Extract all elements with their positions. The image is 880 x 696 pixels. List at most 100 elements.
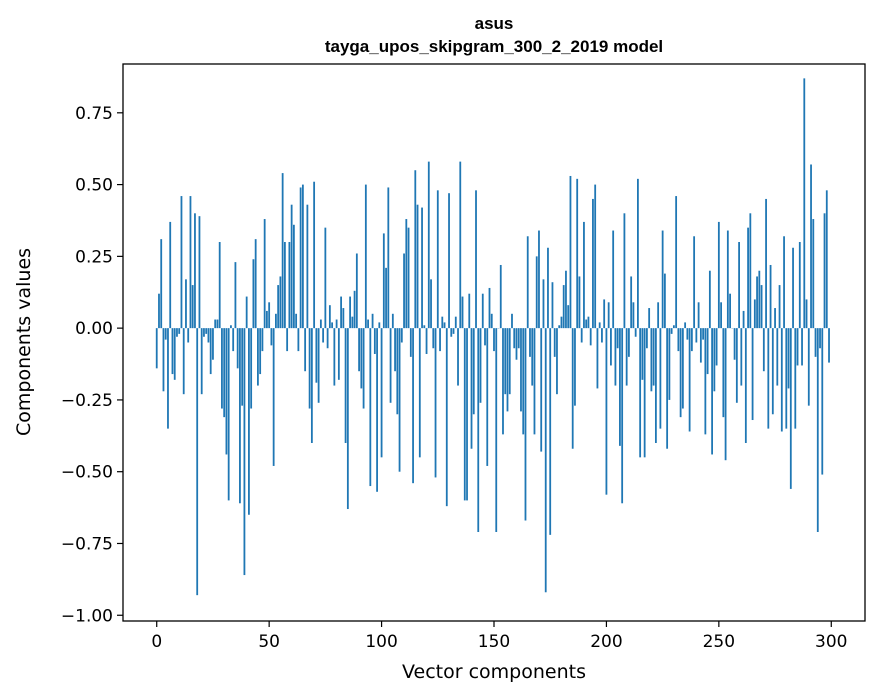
bar xyxy=(592,198,594,329)
bar xyxy=(796,328,799,366)
bar xyxy=(283,242,286,329)
bar xyxy=(504,328,507,395)
y-tick-label: 0.75 xyxy=(75,104,113,124)
bar xyxy=(297,328,300,352)
bar xyxy=(182,328,185,395)
bar xyxy=(724,328,727,461)
y-tick-label: 0.25 xyxy=(75,247,113,267)
x-tick-label: 200 xyxy=(590,632,622,652)
bar xyxy=(196,328,199,596)
bar xyxy=(167,328,169,429)
bar xyxy=(794,328,797,429)
bar xyxy=(668,328,671,400)
bar xyxy=(353,290,356,329)
bar xyxy=(650,328,653,392)
bar xyxy=(394,328,396,372)
bar xyxy=(409,328,412,357)
bar xyxy=(556,328,558,395)
bar xyxy=(301,184,304,329)
bar xyxy=(470,328,473,449)
bar xyxy=(580,328,583,343)
bar xyxy=(259,328,262,375)
bar xyxy=(562,285,565,329)
bar xyxy=(684,322,687,329)
bar xyxy=(708,270,711,329)
x-tick-label: 50 xyxy=(258,632,280,652)
bar xyxy=(805,299,808,329)
bar xyxy=(243,328,246,576)
bar xyxy=(753,299,756,329)
bar xyxy=(398,328,401,472)
bar xyxy=(672,325,675,329)
bar xyxy=(506,328,509,412)
bar xyxy=(205,328,208,334)
bar xyxy=(169,221,172,329)
bar xyxy=(610,328,612,366)
bar xyxy=(439,328,441,352)
bar xyxy=(571,328,574,449)
bar xyxy=(155,328,158,369)
bar xyxy=(578,276,581,329)
x-tick-label: 0 xyxy=(151,632,162,652)
bar xyxy=(319,319,322,329)
bar xyxy=(774,308,776,329)
bar xyxy=(812,219,815,329)
bar xyxy=(373,328,376,354)
bar xyxy=(187,328,190,343)
y-axis-ticks: 0.75 0.50 0.25 0.00 −0.25 −0.50 −0.75 −1.00 xyxy=(61,104,123,626)
bar xyxy=(378,322,381,329)
bar xyxy=(241,328,244,406)
x-axis-label: Vector components xyxy=(402,661,586,683)
bar xyxy=(814,328,817,357)
bar xyxy=(407,227,410,329)
bar xyxy=(252,259,255,329)
bar xyxy=(257,328,259,386)
bar xyxy=(344,328,347,443)
bar xyxy=(221,328,223,409)
bar xyxy=(576,178,579,329)
bar xyxy=(299,187,302,329)
bar xyxy=(601,328,603,343)
bar xyxy=(515,328,518,360)
bar xyxy=(742,310,745,329)
bar xyxy=(209,328,212,375)
bar xyxy=(574,328,576,406)
y-tick-label: 0.00 xyxy=(75,319,113,339)
bar xyxy=(434,328,437,478)
bar xyxy=(326,328,329,349)
bar xyxy=(738,242,740,329)
bar xyxy=(198,216,201,329)
bar xyxy=(585,319,588,329)
bar xyxy=(533,328,536,435)
bar xyxy=(261,328,264,352)
bar xyxy=(277,285,280,329)
bar xyxy=(756,276,758,329)
bar xyxy=(704,328,707,435)
bar xyxy=(389,328,392,403)
bar xyxy=(807,328,810,406)
bar xyxy=(549,328,552,535)
bar xyxy=(547,247,549,329)
bar xyxy=(445,328,448,507)
bar xyxy=(702,328,705,340)
x-tick-label: 250 xyxy=(703,632,735,652)
bar xyxy=(751,328,754,421)
bar xyxy=(207,328,210,343)
bar xyxy=(603,299,606,329)
bar xyxy=(317,328,320,403)
bar xyxy=(194,213,196,329)
bar xyxy=(740,328,743,386)
bar xyxy=(583,221,585,329)
bar xyxy=(268,302,271,329)
bar xyxy=(607,302,610,329)
bar xyxy=(652,328,655,386)
bar xyxy=(232,328,235,352)
bar xyxy=(176,328,178,337)
bar xyxy=(158,293,160,329)
bar xyxy=(785,328,788,429)
bar xyxy=(679,328,682,418)
bar xyxy=(792,247,794,329)
bar xyxy=(816,328,819,532)
bar xyxy=(477,328,480,532)
bar xyxy=(648,308,651,329)
